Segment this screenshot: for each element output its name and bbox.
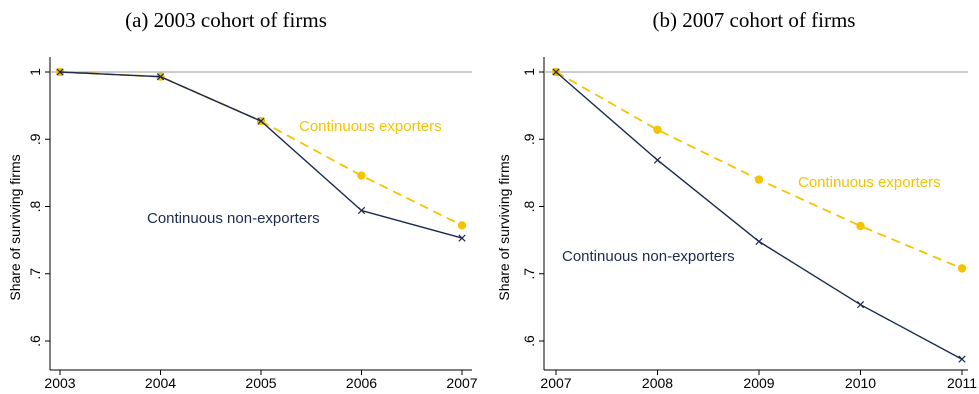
x-tick-label: 2008	[642, 375, 673, 391]
series-line-non-exporters	[555, 71, 963, 360]
point-non-exporters	[958, 355, 966, 363]
y-axis-title: Share of surviving firms	[496, 154, 512, 300]
point-exporters	[754, 175, 764, 184]
y-tick-label: .9	[27, 133, 43, 145]
point-exporters	[957, 264, 967, 273]
x-tick-label: 2010	[845, 375, 876, 391]
x-tick-label: 2007	[446, 375, 477, 391]
point-non-exporters	[856, 301, 865, 309]
point-non-exporters	[257, 117, 265, 125]
x-tick-label: 2011	[947, 375, 977, 391]
series-label-non-exporters: Continuous non-exporters	[562, 248, 735, 265]
point-exporters	[357, 171, 366, 180]
y-tick-label: 1	[27, 68, 43, 76]
point-exporters	[653, 125, 662, 135]
y-axis-title: Share of surviving firms	[7, 154, 23, 300]
x-tick-label: 2003	[44, 375, 75, 391]
panel-b-title: (b) 2007 cohort of firms	[652, 8, 856, 32]
point-non-exporters	[552, 68, 560, 76]
x-tick-label: 2004	[145, 375, 176, 391]
series-line-exporters	[555, 71, 963, 270]
point-non-exporters	[653, 156, 662, 164]
series-label-exporters: Continuous exporters	[299, 118, 442, 135]
point-non-exporters	[156, 73, 165, 81]
series-label-exporters: Continuous exporters	[798, 174, 941, 191]
point-non-exporters	[755, 237, 763, 246]
y-tick-label: .8	[521, 200, 537, 212]
point-non-exporters	[458, 234, 466, 242]
chart-panel-b: .6 .7 .8 .9 1 Share of surviving firms 2007 200…	[496, 57, 977, 391]
point-exporters	[856, 221, 865, 231]
x-tick-label: 2009	[743, 375, 774, 391]
series-line-exporters	[59, 71, 463, 227]
y-tick-label: .6	[521, 335, 537, 347]
chart-panel-a: .6 .7 .8 .9 1 Share of surviving firms 2003 200…	[7, 57, 478, 391]
point-non-exporters	[56, 68, 64, 76]
panel-a-title: (a) 2003 cohort of firms	[125, 8, 327, 32]
x-tick-label: 2007	[540, 375, 571, 391]
point-exporters	[457, 221, 467, 230]
point-non-exporters	[357, 206, 366, 215]
y-tick-label: 1	[521, 68, 537, 76]
y-tick-label: .7	[521, 268, 537, 280]
y-tick-label: .7	[27, 268, 43, 280]
series-label-non-exporters: Continuous non-exporters	[147, 210, 320, 227]
y-tick-label: .9	[521, 133, 537, 145]
y-tick-label: .6	[27, 335, 43, 347]
y-tick-label: .8	[27, 200, 43, 212]
x-tick-label: 2006	[346, 375, 377, 391]
x-tick-label: 2005	[245, 375, 276, 391]
